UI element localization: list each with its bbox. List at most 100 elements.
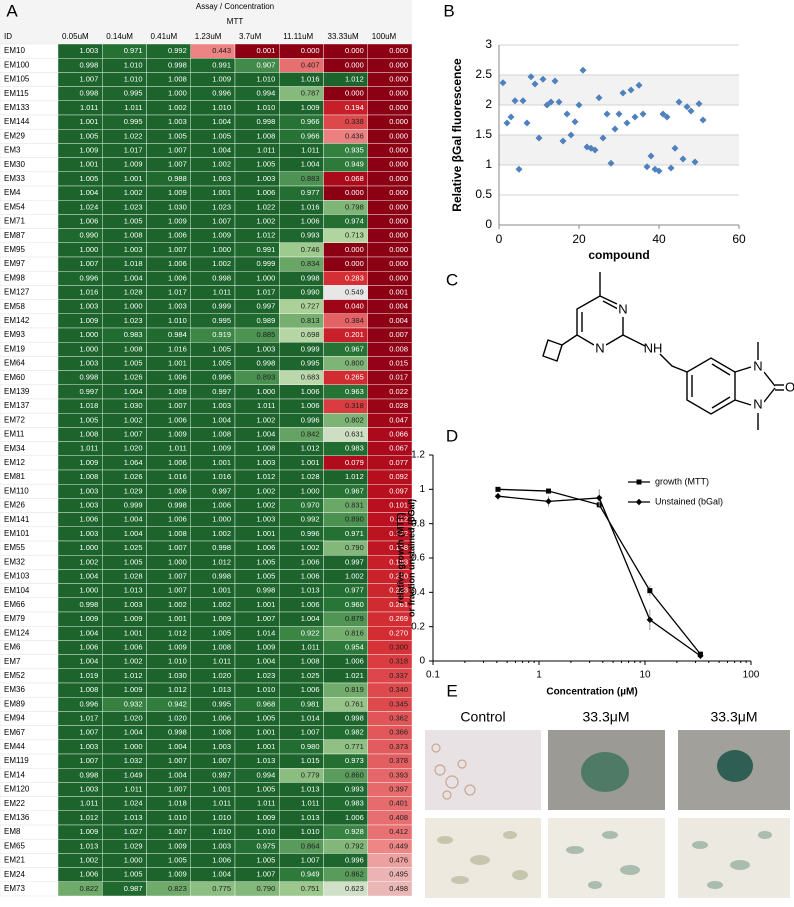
row-id: EM7 (4, 657, 21, 666)
cell-value: 0.983 (345, 799, 364, 808)
data-point (539, 75, 547, 83)
bond (711, 396, 731, 409)
cell-value: 0.974 (345, 216, 364, 225)
cell-value: 1.001 (212, 188, 231, 197)
y-tick-label: 2.5 (475, 67, 492, 81)
cell-value: 1.013 (256, 756, 275, 765)
cell-blobs (431, 743, 476, 800)
row-id: EM115 (4, 89, 29, 98)
line-chart: 0 0.2 0.4 0.6 0.8 1 1.2 0.1 1 10 100 Concentration … (395, 450, 759, 698)
cell-value: 1.011 (80, 103, 98, 112)
row-id: EM97 (4, 259, 25, 268)
cell-value: 1.004 (124, 387, 143, 396)
cell-value: 1.001 (212, 784, 231, 793)
micrograph (548, 818, 665, 898)
cell-value: 1.001 (79, 117, 98, 126)
cell-value: 1.004 (79, 628, 98, 637)
atom-label: N (753, 396, 762, 411)
cell-value: 0.983 (345, 444, 364, 453)
cell-value: 1.003 (168, 117, 187, 126)
cell-value: 1.006 (301, 557, 320, 566)
data-marker (646, 616, 654, 623)
data-point (655, 167, 663, 175)
cell-value: 0.000 (345, 245, 364, 254)
micrograph (678, 818, 790, 898)
cell-value: 1.007 (168, 784, 187, 793)
cell-value: 0.746 (301, 245, 320, 254)
cell-value: 1.002 (256, 486, 275, 495)
cell-value: 1.005 (124, 358, 143, 367)
cell-value: 1.009 (168, 870, 187, 879)
cell-value: 1.002 (124, 657, 143, 666)
cell-value: 1.018 (79, 401, 98, 410)
atom-label-bg (752, 360, 764, 374)
cell-value: 1.011 (124, 103, 142, 112)
cell-value: 1.005 (212, 628, 231, 637)
cell-value: 0.971 (345, 529, 364, 538)
cell-value: 1.006 (256, 543, 275, 552)
row-id: EM141 (4, 515, 30, 524)
cell-value: 0.922 (301, 628, 320, 637)
bond (599, 295, 618, 305)
heatmap-table: Assay / Concentration MTT ID 0.05uM 0.14uM 0.… (0, 0, 413, 897)
cell-value: 1.003 (256, 515, 275, 524)
cell-value: 1.010 (256, 827, 275, 836)
cell-value: 1.009 (212, 231, 231, 240)
cell-value: 0.983 (124, 330, 143, 339)
cell-value: 0.366 (389, 728, 408, 737)
atom-label: N (595, 340, 604, 355)
row-id: EM124 (4, 628, 30, 637)
cell-value: 1.009 (212, 444, 231, 453)
cell-value: 0.800 (345, 358, 364, 367)
cell-value: 1.007 (301, 855, 320, 864)
cell-value: 1.023 (212, 202, 231, 211)
cell-value: 0.907 (256, 60, 275, 69)
cell-value: 1.006 (168, 515, 187, 524)
data-marker (647, 588, 653, 594)
cell-value: 1.006 (79, 642, 98, 651)
cell-value: 0.919 (212, 330, 231, 339)
cell-value: 1.013 (124, 586, 143, 595)
x-tick-label: 60 (732, 232, 746, 246)
cell-value: 1.008 (124, 344, 143, 353)
cell-value: 0.999 (256, 259, 275, 268)
cell-value: 1.003 (124, 600, 143, 609)
cell-value: 1.010 (212, 827, 231, 836)
data-marker (697, 652, 704, 660)
cell-value: 1.003 (256, 174, 275, 183)
row-id: EM52 (4, 671, 25, 680)
cell-value: 1.000 (79, 330, 98, 339)
cell-value: 0.971 (124, 46, 143, 55)
cell-value: 1.012 (212, 557, 231, 566)
cell-value: 1.008 (301, 657, 320, 666)
cell-value: 0.631 (345, 429, 364, 438)
cell-value: 0.879 (345, 614, 364, 623)
cell-value: 0.999 (124, 500, 143, 509)
y-tick-label: 0 (419, 656, 425, 667)
x-tick-label: 10 (639, 670, 651, 681)
x-tick-label: 1 (536, 670, 542, 681)
cell-value: 1.005 (79, 131, 98, 140)
data-point (695, 100, 703, 108)
micrographs (425, 730, 790, 898)
cell-value: 0.345 (389, 699, 408, 708)
row-id: EM136 (4, 813, 30, 822)
y-tick-label: 2 (485, 97, 492, 111)
cell-value: 0.498 (389, 884, 408, 893)
cell-value: 0.001 (389, 287, 408, 296)
cell-value: 1.002 (212, 160, 231, 169)
cell-value: 1.007 (212, 216, 231, 225)
cell-value: 0.000 (301, 46, 320, 55)
cell-value: 0.112 (390, 515, 408, 524)
cell-value: 1.004 (212, 117, 231, 126)
cell-value: 0.995 (301, 358, 320, 367)
cell-value: 1.011 (257, 799, 275, 808)
row-id: EM67 (4, 728, 25, 737)
column-header: 11.11uM (283, 32, 313, 41)
cell-value: 0.047 (389, 415, 408, 424)
legend-label: Unstained (bGal) (655, 496, 723, 506)
cell-value: 1.017 (256, 287, 275, 296)
cell-value: 1.001 (301, 458, 320, 467)
cell-value: 1.004 (301, 160, 320, 169)
cell-value: 1.007 (168, 245, 187, 254)
